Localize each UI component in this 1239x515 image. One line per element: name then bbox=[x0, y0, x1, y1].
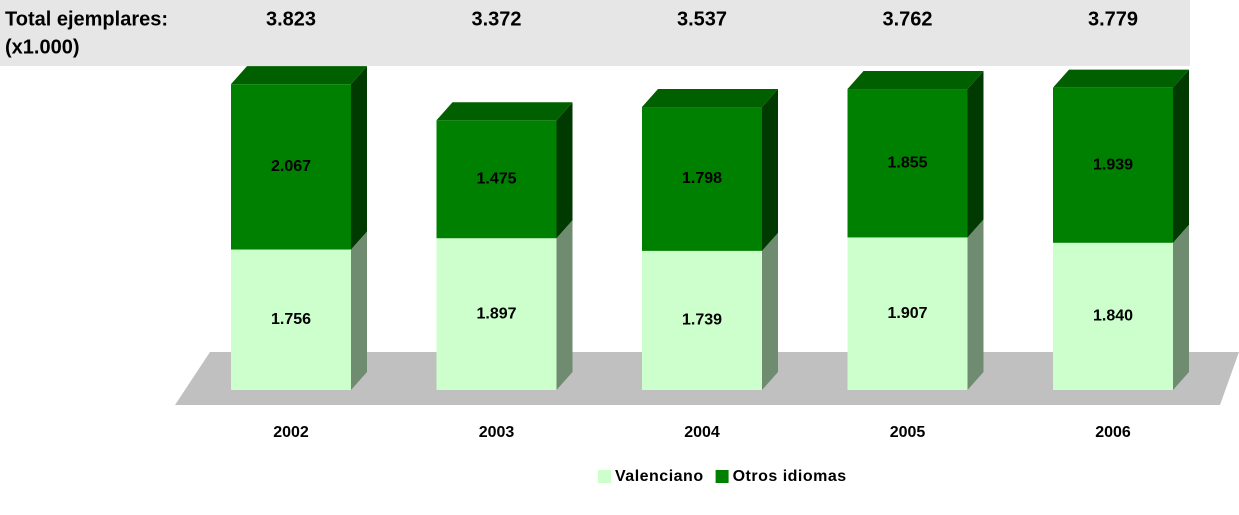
bar-side bbox=[556, 220, 573, 390]
bar-side bbox=[967, 219, 984, 390]
value-label: 1.739 bbox=[682, 312, 722, 329]
bar-front bbox=[847, 237, 968, 390]
bar-side bbox=[762, 232, 778, 390]
bar-front bbox=[847, 89, 968, 238]
bar-side bbox=[556, 102, 573, 239]
total-value: 3.372 bbox=[471, 8, 521, 30]
legend-swatch bbox=[715, 470, 729, 483]
x-tick-label: 2006 bbox=[1095, 424, 1131, 441]
bar-side bbox=[1173, 224, 1189, 390]
total-value: 3.537 bbox=[677, 8, 727, 30]
bar-segment bbox=[1053, 69, 1189, 243]
value-label: 1.475 bbox=[476, 170, 516, 187]
bar-front bbox=[436, 120, 557, 239]
value-label: 1.897 bbox=[476, 305, 516, 322]
x-tick-label: 2003 bbox=[479, 424, 515, 441]
bar-side bbox=[351, 66, 367, 250]
bar-front bbox=[231, 249, 351, 390]
total-value: 3.762 bbox=[882, 8, 932, 30]
bar-top bbox=[1053, 69, 1189, 88]
totals-unit: (x1.000) bbox=[5, 36, 80, 58]
value-label: 1.939 bbox=[1093, 156, 1133, 173]
x-tick-label: 2002 bbox=[273, 424, 309, 441]
bar-top bbox=[847, 71, 984, 90]
bar-front bbox=[1053, 242, 1173, 390]
total-value: 3.779 bbox=[1088, 8, 1138, 30]
bar-segment bbox=[436, 220, 573, 390]
bar-side bbox=[1173, 69, 1189, 243]
value-label: 1.840 bbox=[1093, 308, 1133, 325]
bar-segment bbox=[231, 231, 367, 390]
value-label: 2.067 bbox=[271, 158, 311, 175]
bar-front bbox=[1053, 87, 1173, 243]
value-label: 1.756 bbox=[271, 311, 311, 328]
legend-swatch bbox=[598, 470, 611, 483]
bar-segment bbox=[847, 219, 984, 390]
value-label: 1.855 bbox=[887, 154, 927, 171]
bar-side bbox=[351, 231, 367, 390]
bar-front bbox=[231, 84, 351, 250]
bar-segment bbox=[231, 66, 367, 250]
bar-top bbox=[436, 102, 573, 121]
bar-segment bbox=[1053, 224, 1189, 390]
bar-front bbox=[642, 107, 762, 251]
value-label: 1.798 bbox=[682, 170, 722, 187]
bar-top bbox=[231, 66, 367, 85]
bar-segment bbox=[847, 71, 984, 238]
total-value: 3.823 bbox=[266, 8, 316, 30]
bar-segment bbox=[436, 102, 573, 239]
bar-side bbox=[967, 71, 984, 238]
bar-segment bbox=[642, 89, 778, 251]
totals-label: Total ejemplares: bbox=[5, 8, 168, 30]
legend-label: Otros idiomas bbox=[733, 468, 847, 485]
value-label: 1.907 bbox=[887, 305, 927, 322]
header-band bbox=[0, 0, 1190, 66]
bar-front bbox=[436, 238, 557, 390]
x-tick-label: 2005 bbox=[890, 424, 926, 441]
bar-segment bbox=[642, 232, 778, 390]
bar-top bbox=[642, 89, 778, 108]
legend-label: Valenciano bbox=[615, 468, 704, 485]
bar-front bbox=[642, 250, 762, 390]
x-tick-label: 2004 bbox=[684, 424, 720, 441]
bar-side bbox=[762, 89, 778, 251]
